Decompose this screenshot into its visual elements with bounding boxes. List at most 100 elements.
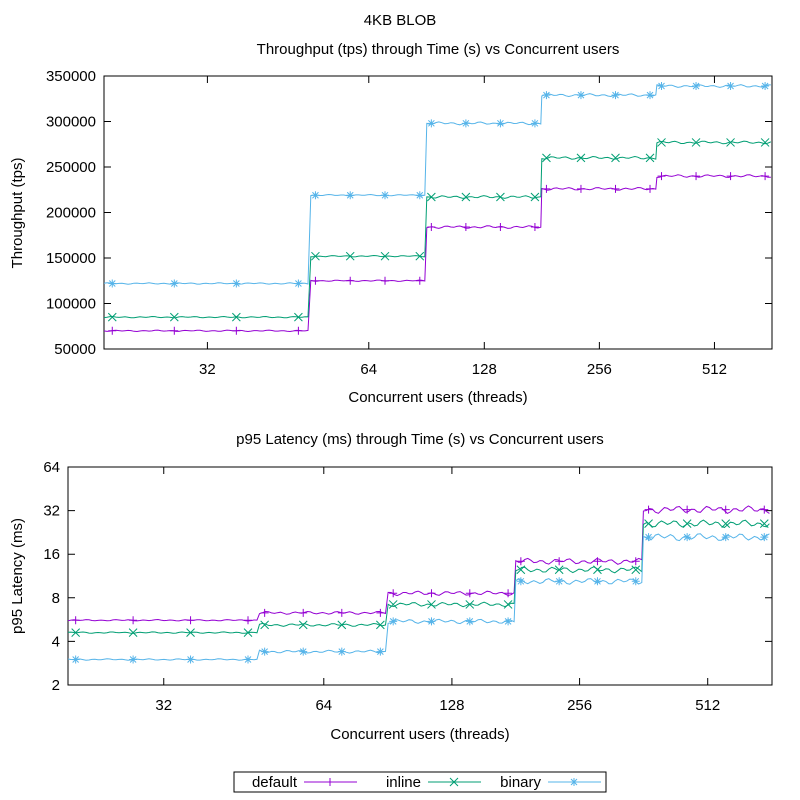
latency-series-binary-point [186, 655, 195, 664]
latency-series-inline-line [67, 519, 770, 634]
latency-y-tick-label: 8 [52, 590, 60, 607]
latency-chart: p95 Latency (ms) through Time (s) vs Con… [9, 431, 773, 743]
throughput-series-inline-point [311, 251, 320, 261]
latency-series-inline-point [721, 519, 731, 529]
latency-series-inline-point [631, 565, 641, 575]
throughput-series-binary-point [726, 82, 735, 91]
throughput-series-binary-point [461, 119, 470, 128]
latency-series-inline-point [337, 620, 347, 630]
throughput-series-binary-point [232, 279, 241, 288]
latency-series-default-point [389, 589, 398, 598]
latency-series-default-point [260, 608, 269, 617]
legend: default inline binary [233, 771, 607, 793]
latency-series-default-point [504, 589, 513, 598]
latency-series-default-point [129, 616, 138, 625]
latency-series-binary-point [504, 617, 513, 626]
throughput-series-inline-point [169, 312, 179, 322]
latency-series-binary-point [244, 655, 253, 664]
throughput-series-default-point [761, 172, 770, 181]
throughput-series-inline-point [576, 153, 586, 163]
throughput-series-default-point [461, 223, 470, 232]
throughput-x-tick-label: 256 [587, 361, 612, 378]
throughput-series-default-point [232, 326, 241, 335]
throughput-series-binary-point [692, 82, 701, 91]
throughput-series-binary-point [761, 82, 770, 91]
throughput-series-inline-point [542, 153, 551, 163]
latency-series-binary-point [71, 655, 80, 664]
latency-series-default-point [337, 608, 346, 617]
latency-series-binary-point [299, 647, 308, 656]
legend-label-binary: binary [500, 774, 541, 791]
throughput-y-tick-label: 100000 [46, 296, 96, 313]
latency-series-default-point [760, 505, 769, 514]
throughput-series-default-point [542, 184, 551, 193]
latency-series-default-point [631, 557, 640, 566]
throughput-series-inline-point [496, 192, 505, 202]
throughput-series-inline-point [461, 192, 471, 202]
throughput-series-inline-point [645, 153, 655, 163]
throughput-series-inline-point [611, 153, 620, 163]
latency-series-inline-point [388, 600, 398, 609]
figure-title: 4KB BLOB [364, 12, 437, 29]
latency-series-binary-point [721, 533, 730, 542]
throughput-series-inline-point [726, 138, 735, 147]
throughput-series-default-point [657, 172, 666, 181]
latency-series-inline-point [71, 628, 81, 637]
throughput-series-inline-point [657, 138, 666, 147]
latency-series-binary-point [683, 533, 692, 542]
latency-series-default-point [186, 616, 195, 625]
throughput-series-default-point [692, 172, 701, 181]
throughput-y-tick-label: 50000 [54, 341, 96, 358]
throughput-series-inline-point [415, 251, 425, 261]
latency-series-inline-point [298, 620, 308, 630]
legend-label-inline: inline [386, 774, 421, 791]
throughput-series-binary-point [646, 91, 655, 100]
latency-series-inline-point [186, 628, 195, 637]
latency-y-tick-label: 32 [43, 503, 60, 520]
latency-series-inline-point [376, 620, 385, 630]
latency-y-axis-label: p95 Latency (ms) [9, 518, 26, 634]
legend-marker-inline [449, 777, 459, 787]
latency-series-default-point [683, 505, 692, 514]
throughput-series-binary-point [346, 191, 355, 200]
throughput-series-inline-point [232, 312, 241, 322]
latency-series-binary-point [555, 577, 564, 586]
throughput-series-binary-point [311, 191, 320, 200]
throughput-series-inline-point [294, 312, 303, 322]
latency-x-tick-label: 512 [695, 697, 720, 714]
latency-series-default-point [516, 557, 525, 566]
latency-x-tick-label: 64 [315, 697, 332, 714]
latency-series-inline-point [554, 565, 564, 575]
latency-series-default-point [427, 589, 436, 598]
throughput-y-tick-label: 350000 [46, 68, 96, 85]
latency-series-binary-point [631, 577, 640, 586]
throughput-series-default-point [294, 326, 303, 335]
throughput-series-default-point [346, 276, 355, 285]
latency-chart-title: p95 Latency (ms) through Time (s) vs Con… [236, 431, 604, 448]
throughput-series-binary-point [611, 91, 620, 100]
latency-series-inline-point [128, 628, 138, 637]
throughput-series-binary-point [170, 279, 179, 288]
latency-series-binary-point [593, 577, 602, 586]
latency-x-tick-label: 128 [439, 697, 464, 714]
latency-series-default-point [555, 557, 564, 566]
legend-marker-binary [570, 778, 578, 786]
latency-series-default-point [721, 505, 730, 514]
latency-y-tick-label: 4 [52, 633, 60, 650]
latency-series-default-line [67, 505, 770, 622]
latency-series-inline-point [759, 519, 769, 529]
throughput-series-default-point [496, 223, 505, 232]
latency-series-binary-point [337, 647, 346, 656]
latency-series-binary-point [760, 533, 769, 542]
throughput-x-tick-label: 64 [360, 361, 377, 378]
latency-series-binary-point [376, 647, 385, 656]
throughput-series-binary-point [657, 82, 666, 91]
latency-series-default-point [644, 505, 653, 514]
throughput-series-default-point [611, 184, 620, 193]
latency-series-inline-point [682, 519, 692, 529]
throughput-series-inline-point [760, 138, 770, 147]
throughput-series-inline-line [103, 140, 772, 319]
latency-series-default-point [299, 608, 308, 617]
throughput-y-axis-label: Throughput (tps) [9, 158, 26, 269]
